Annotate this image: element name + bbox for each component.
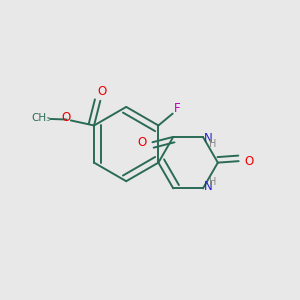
- Text: O: O: [244, 154, 254, 168]
- Text: N: N: [204, 180, 213, 194]
- Text: H: H: [209, 177, 217, 187]
- Text: F: F: [174, 102, 181, 115]
- Text: O: O: [138, 136, 147, 149]
- Text: O: O: [97, 85, 106, 98]
- Text: CH₃: CH₃: [31, 113, 50, 123]
- Text: O: O: [62, 111, 71, 124]
- Text: H: H: [209, 139, 217, 149]
- Text: N: N: [204, 132, 213, 145]
